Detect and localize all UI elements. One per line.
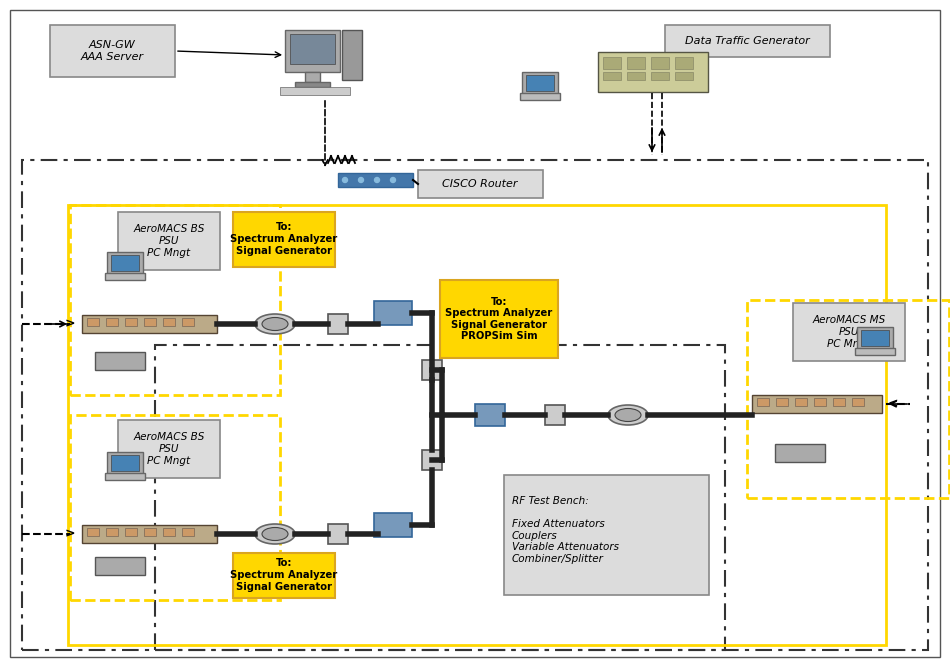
- Bar: [422, 450, 442, 470]
- Bar: [82, 525, 217, 543]
- Bar: [861, 330, 889, 346]
- Bar: [522, 72, 558, 94]
- Bar: [106, 318, 118, 326]
- Bar: [675, 57, 693, 69]
- Bar: [70, 415, 280, 600]
- Bar: [285, 30, 340, 72]
- Text: >: >: [65, 317, 75, 331]
- Bar: [675, 72, 693, 80]
- Bar: [775, 444, 825, 462]
- Bar: [328, 524, 348, 544]
- Text: CISCO Router: CISCO Router: [443, 179, 518, 189]
- Bar: [68, 205, 886, 645]
- Bar: [833, 398, 845, 406]
- Bar: [757, 398, 769, 406]
- Bar: [144, 528, 156, 536]
- Text: AeroMACS BS
PSU
PC Mngt: AeroMACS BS PSU PC Mngt: [133, 432, 204, 466]
- Bar: [182, 318, 194, 326]
- Bar: [374, 301, 412, 325]
- Bar: [598, 52, 708, 92]
- Text: To:
Spectrum Analyzer
Signal Generator: To: Spectrum Analyzer Signal Generator: [230, 222, 337, 255]
- Text: AeroMACS BS
PSU
PC Mngt: AeroMACS BS PSU PC Mngt: [133, 224, 204, 257]
- Bar: [155, 345, 725, 650]
- Ellipse shape: [262, 528, 288, 540]
- Bar: [233, 212, 335, 267]
- Bar: [50, 25, 175, 77]
- Bar: [627, 72, 645, 80]
- Bar: [87, 318, 99, 326]
- Circle shape: [390, 177, 395, 183]
- Circle shape: [358, 177, 364, 183]
- Bar: [603, 72, 621, 80]
- Text: ASN-GW
AAA Server: ASN-GW AAA Server: [81, 40, 143, 62]
- Bar: [107, 252, 143, 274]
- Bar: [125, 318, 137, 326]
- Bar: [440, 280, 558, 358]
- Bar: [504, 475, 709, 595]
- Text: RF Test Bench:

Fixed Attenuators
Couplers
Variable Attenuators
Combiner/Splitte: RF Test Bench: Fixed Attenuators Coupler…: [512, 496, 619, 564]
- Bar: [752, 395, 882, 413]
- Bar: [338, 173, 413, 187]
- Bar: [793, 303, 905, 361]
- Bar: [855, 348, 895, 355]
- Text: To:
Spectrum Analyzer
Signal Generator
PROPSim Sim: To: Spectrum Analyzer Signal Generator P…: [446, 297, 553, 342]
- Bar: [627, 57, 645, 69]
- Bar: [857, 327, 893, 349]
- Text: AeroMACS MS
PSU
PC Mngt: AeroMACS MS PSU PC Mngt: [812, 315, 885, 349]
- Bar: [125, 528, 137, 536]
- Bar: [111, 455, 139, 471]
- Bar: [814, 398, 826, 406]
- Bar: [118, 212, 220, 270]
- Bar: [526, 75, 554, 91]
- Bar: [106, 528, 118, 536]
- Bar: [651, 72, 669, 80]
- Ellipse shape: [255, 524, 295, 544]
- Bar: [665, 25, 830, 57]
- Bar: [795, 398, 807, 406]
- Bar: [475, 404, 505, 426]
- Bar: [22, 160, 928, 650]
- Bar: [82, 315, 217, 333]
- Bar: [290, 34, 335, 64]
- Bar: [107, 452, 143, 474]
- Bar: [342, 30, 362, 80]
- Bar: [374, 513, 412, 537]
- Text: <: <: [888, 398, 899, 410]
- Bar: [328, 314, 348, 334]
- Bar: [280, 87, 350, 95]
- Bar: [747, 300, 949, 498]
- Bar: [603, 57, 621, 69]
- Bar: [182, 528, 194, 536]
- Circle shape: [343, 177, 348, 183]
- Ellipse shape: [262, 317, 288, 331]
- Bar: [163, 528, 175, 536]
- Bar: [233, 553, 335, 598]
- Ellipse shape: [255, 314, 295, 334]
- Circle shape: [374, 177, 379, 183]
- Bar: [305, 72, 320, 82]
- Bar: [520, 93, 560, 100]
- Bar: [118, 420, 220, 478]
- Bar: [852, 398, 864, 406]
- Bar: [144, 318, 156, 326]
- Ellipse shape: [608, 405, 648, 425]
- Bar: [422, 360, 442, 380]
- Bar: [545, 405, 565, 425]
- Bar: [95, 557, 145, 575]
- Bar: [111, 255, 139, 271]
- Bar: [295, 82, 330, 87]
- Bar: [776, 398, 788, 406]
- Ellipse shape: [615, 408, 641, 422]
- Bar: [418, 170, 543, 198]
- Bar: [70, 205, 280, 395]
- Bar: [163, 318, 175, 326]
- Bar: [87, 528, 99, 536]
- Text: To:
Spectrum Analyzer
Signal Generator: To: Spectrum Analyzer Signal Generator: [230, 558, 337, 592]
- Bar: [105, 473, 145, 480]
- Text: >: >: [65, 528, 75, 540]
- Bar: [651, 57, 669, 69]
- Bar: [95, 352, 145, 370]
- Text: Data Traffic Generator: Data Traffic Generator: [685, 36, 809, 46]
- Bar: [105, 273, 145, 280]
